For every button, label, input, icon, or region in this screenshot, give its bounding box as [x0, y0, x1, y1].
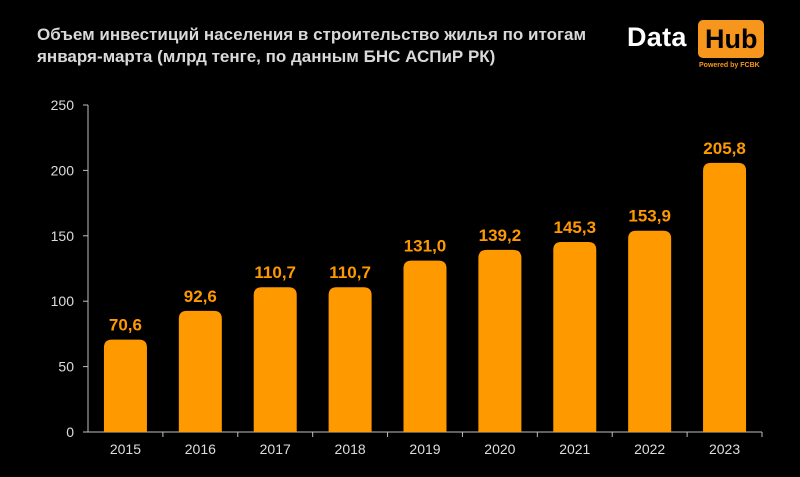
y-tick-label: 200 [51, 162, 75, 178]
bars [103, 162, 747, 432]
bar-2016 [178, 310, 222, 432]
value-label-2022: 153,9 [628, 207, 671, 226]
value-label-2020: 139,2 [479, 226, 522, 245]
x-tick-label-2017: 2017 [260, 441, 291, 457]
logo-tagline: Powered by FCBK [699, 62, 760, 69]
y-tick-label: 150 [51, 228, 75, 244]
x-tick-label-2020: 2020 [484, 441, 515, 457]
value-label-2023: 205,8 [703, 139, 746, 158]
logo-hub-badge: Hub [698, 20, 765, 58]
x-tick-label-2019: 2019 [409, 441, 440, 457]
bar-2017 [253, 287, 297, 432]
chart-title-line-1: Объем инвестиций населения в строительст… [37, 25, 587, 44]
x-tick-label-2016: 2016 [185, 441, 216, 457]
value-label-2018: 110,7 [329, 263, 371, 282]
chart-title: Объем инвестиций населения в строительст… [37, 24, 617, 68]
x-axis: 2015 2016 2017 2018 2019 2020 2021 2022 2023 [88, 431, 763, 457]
logo-data-text: Data [627, 22, 687, 52]
x-tick-label-2022: 2022 [634, 441, 665, 457]
value-labels: 70,6 92,6 110,7 110,7 131,0 139,2 145,3 153,9 20… [109, 139, 746, 335]
bar-2023 [703, 162, 747, 432]
value-label-2017: 110,7 [254, 263, 296, 282]
value-label-2019: 131,0 [404, 237, 447, 256]
value-label-2021: 145,3 [554, 218, 597, 237]
x-tick-label-2018: 2018 [335, 441, 366, 457]
bar-2019 [403, 260, 447, 432]
bar-2020 [478, 249, 522, 432]
y-axis: 0 50 100 150 200 250 [51, 97, 89, 440]
bar-2021 [553, 241, 597, 432]
y-tick-label: 50 [58, 359, 74, 375]
bar-2022 [628, 230, 672, 432]
x-tick-label-2023: 2023 [709, 441, 740, 457]
y-tick-label: 0 [66, 424, 74, 440]
datahub-logo: Data Hub Powered by FCBK [627, 20, 772, 72]
bar-2018 [328, 287, 372, 432]
bar-2015 [103, 339, 147, 432]
x-tick-label-2015: 2015 [110, 441, 141, 457]
chart-title-line-2: января-марта (млрд тенге, по данным БНС … [37, 47, 496, 66]
x-tick-label-2021: 2021 [559, 441, 590, 457]
y-tick-label: 100 [51, 293, 75, 309]
y-tick-label: 250 [51, 97, 75, 113]
value-label-2016: 92,6 [184, 287, 217, 306]
value-label-2015: 70,6 [109, 316, 142, 335]
